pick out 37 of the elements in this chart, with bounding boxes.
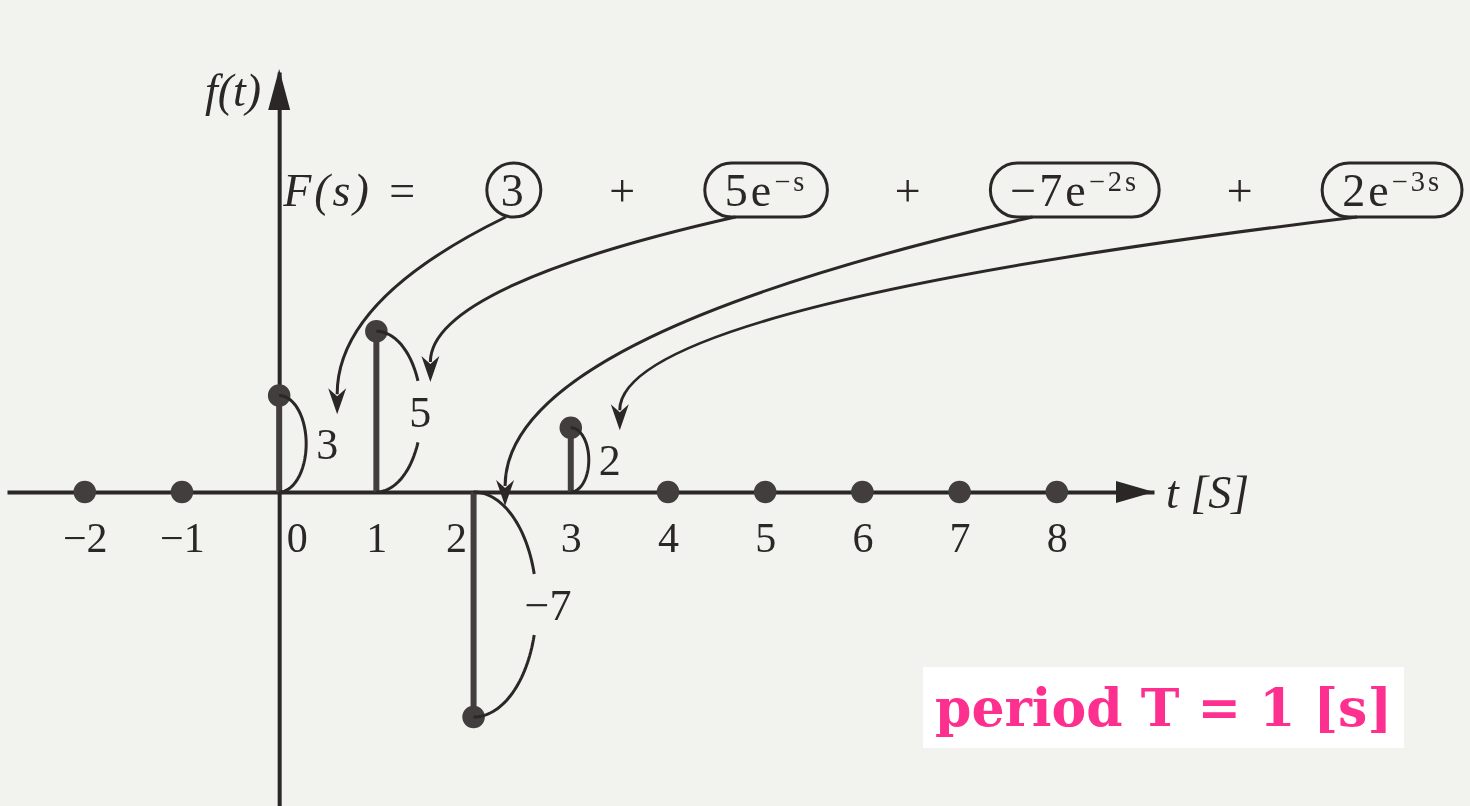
x-tick-label: 6 (852, 514, 874, 561)
x-tick-label: 3 (560, 514, 582, 561)
x-tick-label: 8 (1046, 514, 1068, 561)
x-tick-label: 4 (657, 514, 679, 561)
data-label: −7 (524, 580, 572, 630)
text: 3 (500, 165, 527, 216)
point (462, 705, 485, 729)
point (559, 416, 583, 439)
point (1045, 480, 1069, 504)
x-tick-label: 0 (286, 514, 308, 561)
x-tick-label: 5 (755, 514, 777, 561)
text: −7e$^{−2s}$ (1010, 165, 1140, 216)
text: 5e$^{−s}$ (724, 165, 808, 216)
x-tick-label: 2 (446, 514, 468, 561)
point (267, 384, 291, 407)
point (656, 480, 680, 504)
data-label: 3 (316, 420, 339, 470)
point (851, 480, 874, 504)
point (753, 480, 777, 504)
point (73, 480, 97, 504)
text: F(s) = (282, 165, 421, 216)
x-tick-label: −1 (160, 514, 205, 561)
x-axis-title: t [S] (1166, 467, 1250, 518)
annotation: period T = 1 [s] (935, 677, 1392, 738)
x-tick-label: 7 (949, 514, 971, 561)
text: + (891, 165, 926, 216)
point (170, 480, 194, 504)
text: + (1223, 165, 1258, 216)
y-axis-title: f(t) (204, 65, 262, 116)
x-tick-label: −2 (62, 514, 108, 561)
point (948, 480, 971, 504)
data-label: 2 (598, 436, 621, 486)
text: + (606, 165, 641, 216)
point (365, 320, 388, 343)
x-tick-label: 1 (366, 514, 388, 561)
data-label: 5 (409, 388, 432, 438)
text: 2e$^{−3s}$ (1342, 165, 1442, 216)
